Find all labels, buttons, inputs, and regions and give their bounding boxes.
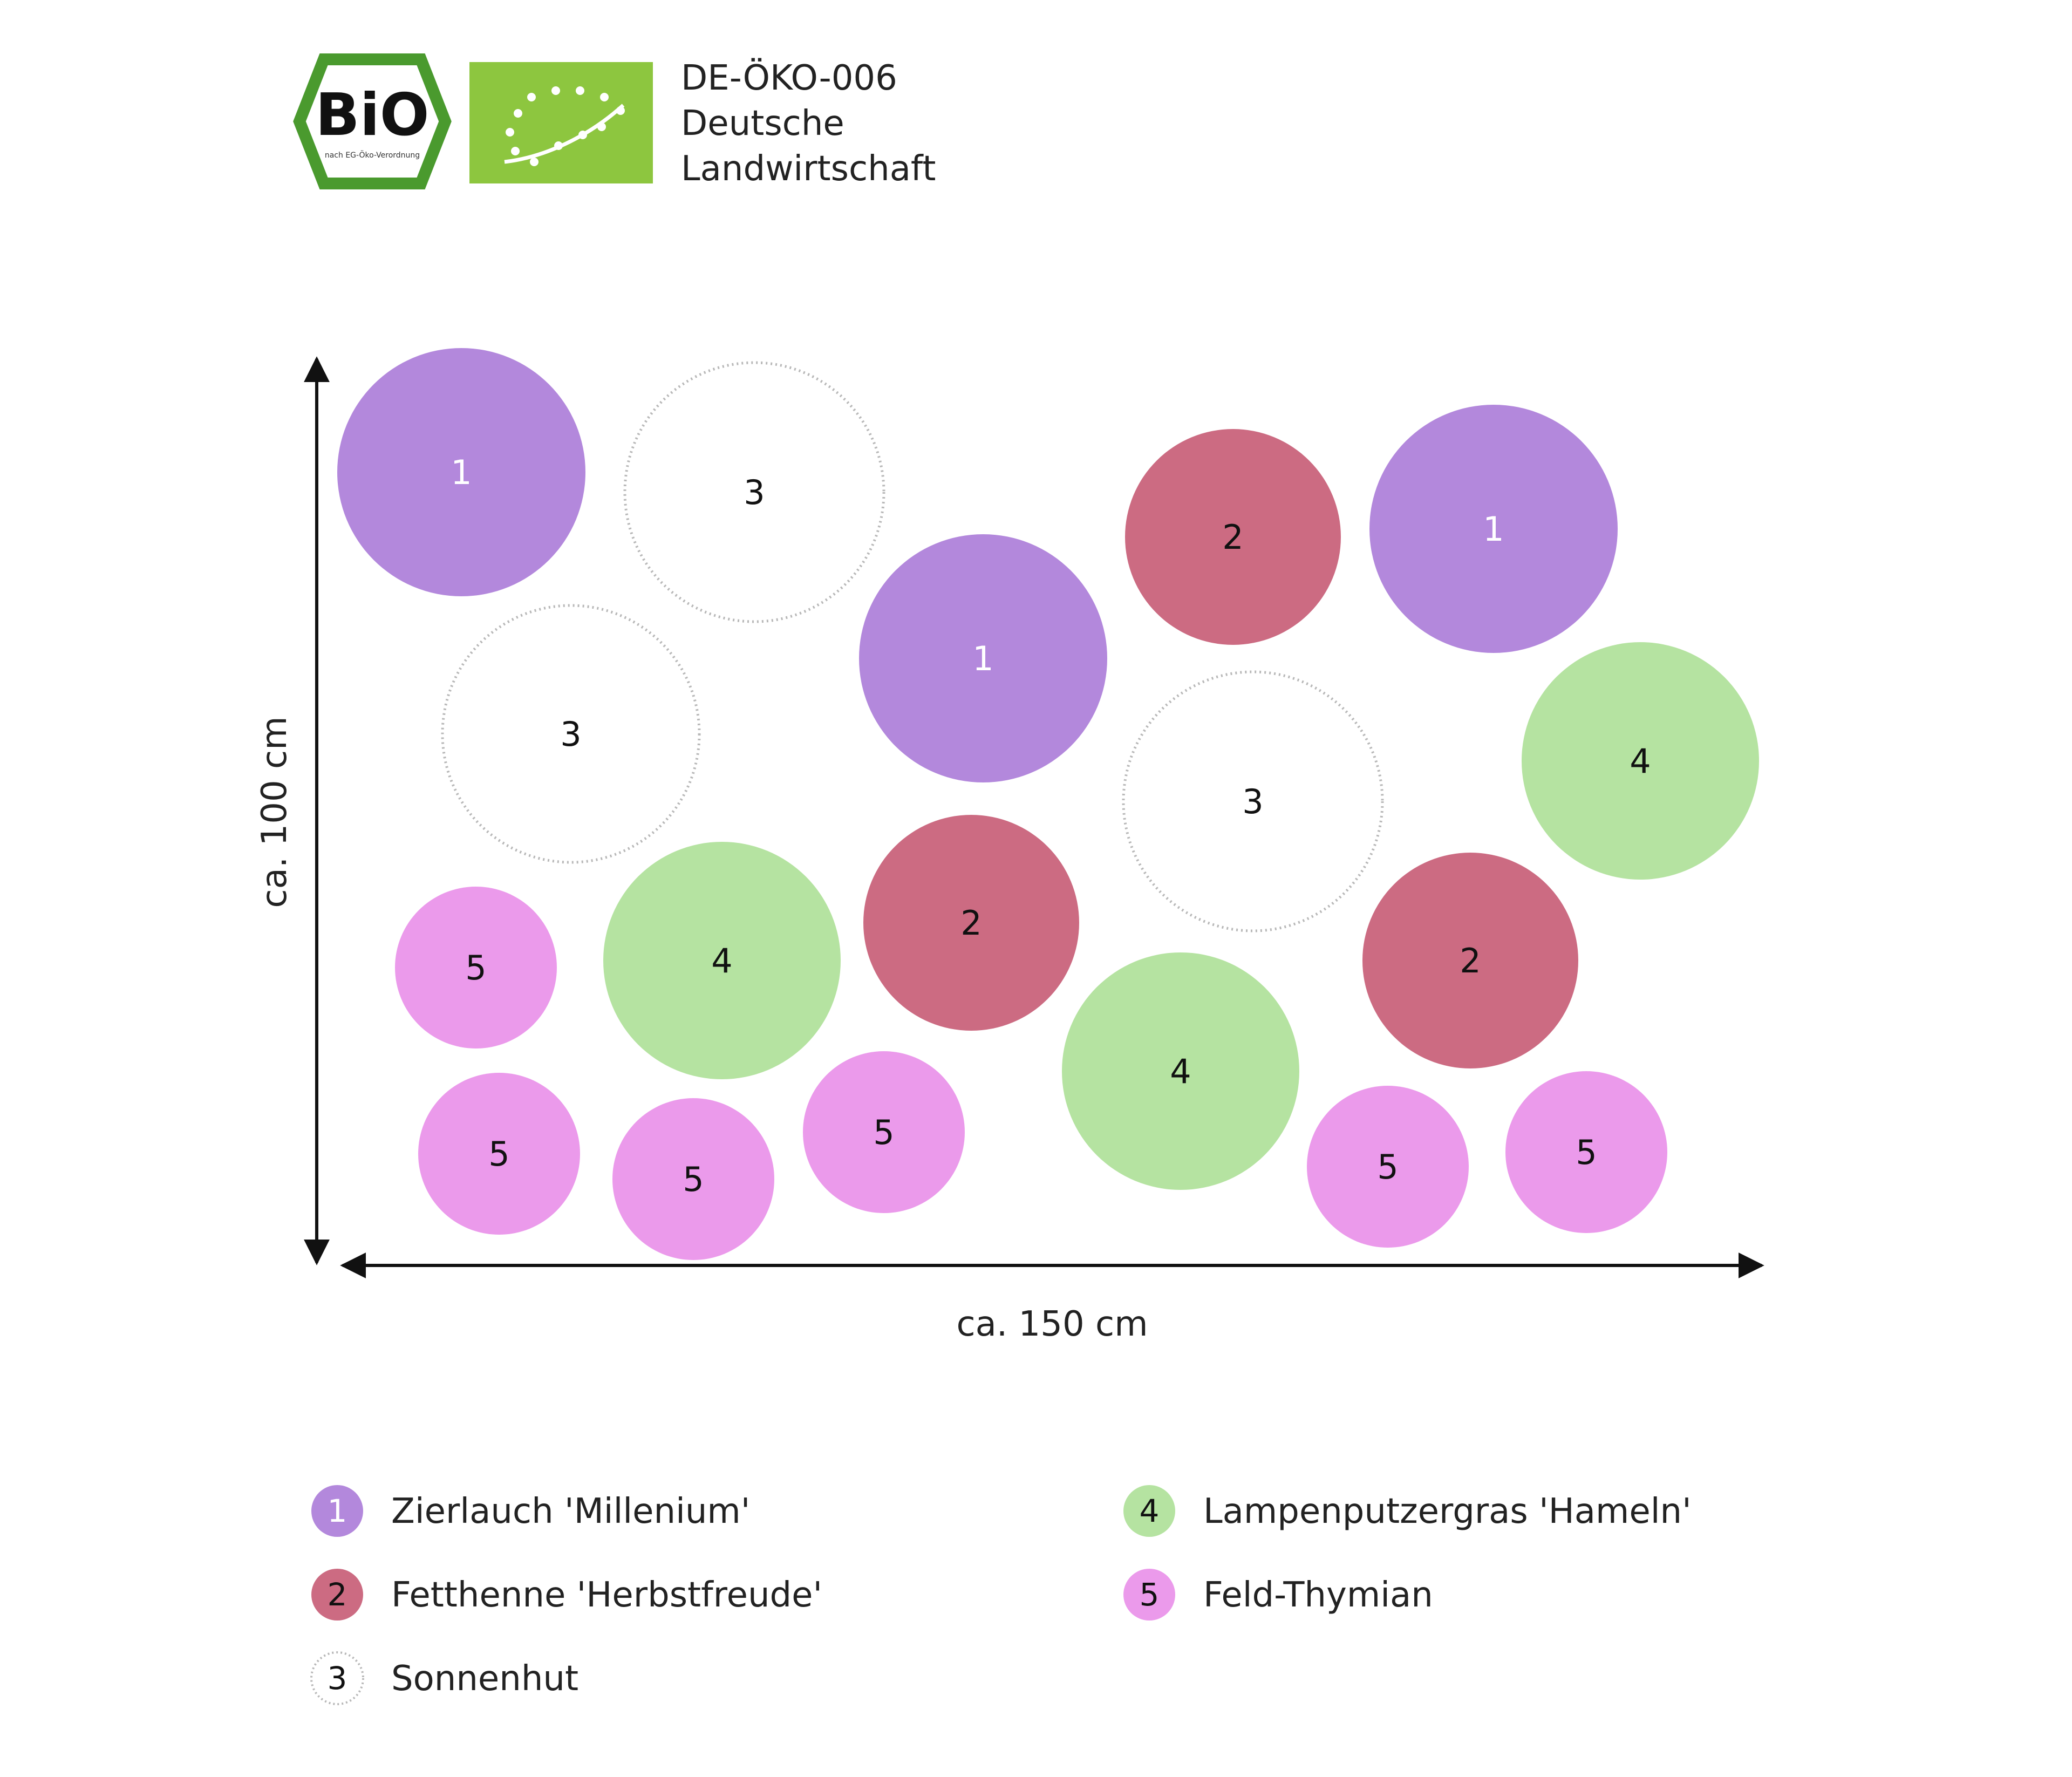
bio-hexagon-icon <box>293 53 452 189</box>
plant-circle-5: 5 <box>1307 1086 1469 1248</box>
plant-shape <box>395 887 557 1049</box>
plant-shape <box>1125 429 1341 645</box>
plant-shape <box>603 842 841 1079</box>
plant-circle-5: 5 <box>612 1098 774 1260</box>
plant-number: 3 <box>1242 782 1263 821</box>
plant-number: 4 <box>711 941 732 981</box>
plant-shape <box>1307 1086 1469 1248</box>
plant-number: 5 <box>1576 1133 1597 1172</box>
certification-code: DE-ÖKO-006 <box>681 58 897 98</box>
plant-number: 3 <box>744 473 765 512</box>
eu-organic-background <box>469 62 653 183</box>
legend-item: 1 Zierlauch 'Millenium' <box>311 1485 750 1537</box>
plant-number: 2 <box>1222 518 1243 557</box>
legend-label: Lampenputzergras 'Hameln' <box>1203 1492 1692 1531</box>
plant-circle-2: 2 <box>1125 429 1341 645</box>
plant-shape <box>418 1073 580 1235</box>
legend-label: Sonnenhut <box>391 1659 578 1699</box>
plant-number: 5 <box>465 948 486 988</box>
plant-circle-5: 5 <box>1505 1071 1667 1233</box>
legend-label: Feld-Thymian <box>1203 1575 1433 1615</box>
plant-shape <box>803 1051 965 1213</box>
plant-circle-1: 1 <box>1369 405 1618 653</box>
plant-shape <box>1062 952 1299 1190</box>
legend-item: 3 Sonnenhut <box>310 1651 578 1705</box>
plant-circle-1: 1 <box>337 348 585 596</box>
bio-seal-logo: BiO nach EG-Öko-Verordnung <box>293 53 452 189</box>
eu-leaf-icon <box>504 86 625 166</box>
plant-number: 5 <box>683 1160 704 1199</box>
plant-number: 3 <box>560 714 581 754</box>
legend-swatch <box>311 1569 363 1621</box>
legend-label: Fetthenne 'Herbstfreude' <box>391 1575 822 1615</box>
plant-circle-4: 4 <box>603 842 841 1079</box>
legend-item: 5 Feld-Thymian <box>1123 1569 1433 1621</box>
plant-number: 1 <box>1483 509 1504 549</box>
plant-number: 1 <box>972 639 993 678</box>
legend-item: 4 Lampenputzergras 'Hameln' <box>1123 1485 1692 1537</box>
origin-line-1: Deutsche <box>681 104 844 144</box>
plant-circle-2: 2 <box>863 815 1079 1031</box>
plant-shape <box>623 361 885 623</box>
legend-number: 3 <box>328 1660 347 1697</box>
plant-number: 5 <box>873 1113 894 1152</box>
legend-label: Zierlauch 'Millenium' <box>391 1492 750 1531</box>
plant-shape <box>441 604 701 864</box>
bio-logo-subtext: nach EG-Öko-Verordnung <box>325 150 420 160</box>
legend-number: 4 <box>1140 1493 1160 1529</box>
legend-swatch <box>311 1485 363 1537</box>
plant-shape <box>863 815 1079 1031</box>
plant-number: 4 <box>1170 1052 1191 1091</box>
plant-number: 1 <box>451 453 472 492</box>
height-label: ca. 100 cm <box>255 716 295 908</box>
plant-number: 5 <box>488 1134 509 1174</box>
plant-number: 4 <box>1630 741 1651 781</box>
plant-number: 2 <box>960 903 982 943</box>
plant-number: 2 <box>1460 941 1481 981</box>
width-label: ca. 150 cm <box>956 1304 1148 1344</box>
plant-circle-4: 4 <box>1522 642 1759 880</box>
eu-organic-logo <box>469 62 653 183</box>
plant-circle-3: 3 <box>623 361 885 623</box>
plant-circles: 1 3 2 1 3 1 3 4 5 4 2 2 4 5 5 5 5 5 <box>337 348 1759 1260</box>
legend: 1 Zierlauch 'Millenium' 2 Fetthenne 'Herbst… <box>310 1485 1692 1705</box>
plant-shape <box>612 1098 774 1260</box>
plant-circle-1: 1 <box>859 534 1107 782</box>
bio-logo-text: BiO <box>315 81 429 149</box>
plant-circle-3: 3 <box>1122 670 1384 932</box>
plant-shape <box>1522 642 1759 880</box>
plant-shape <box>1505 1071 1667 1233</box>
plant-circle-5: 5 <box>395 887 557 1049</box>
plant-circle-2: 2 <box>1362 853 1578 1068</box>
plant-circle-5: 5 <box>418 1073 580 1235</box>
legend-item: 2 Fetthenne 'Herbstfreude' <box>311 1569 822 1621</box>
legend-swatch <box>1123 1569 1175 1621</box>
origin-line-2: Landwirtschaft <box>681 149 936 189</box>
legend-number: 2 <box>328 1576 347 1613</box>
legend-number: 5 <box>1140 1576 1160 1613</box>
dimension-arrows: ca. 150 cm ca. 100 cm <box>255 356 1764 1344</box>
legend-swatch <box>310 1651 364 1705</box>
plant-shape <box>1362 853 1578 1068</box>
plant-number: 5 <box>1377 1147 1398 1187</box>
legend-number: 1 <box>328 1493 347 1529</box>
certification-header: BiO nach EG-Öko-Verordnung DE-ÖKO-006 <box>293 53 936 189</box>
legend-swatch <box>1123 1485 1175 1537</box>
plant-circle-5: 5 <box>803 1051 965 1213</box>
plant-shape <box>859 534 1107 782</box>
plant-circle-3: 3 <box>441 604 701 864</box>
plant-circle-4: 4 <box>1062 952 1299 1190</box>
plant-shape <box>1122 670 1384 932</box>
plant-shape <box>1369 405 1618 653</box>
plant-shape <box>337 348 585 596</box>
